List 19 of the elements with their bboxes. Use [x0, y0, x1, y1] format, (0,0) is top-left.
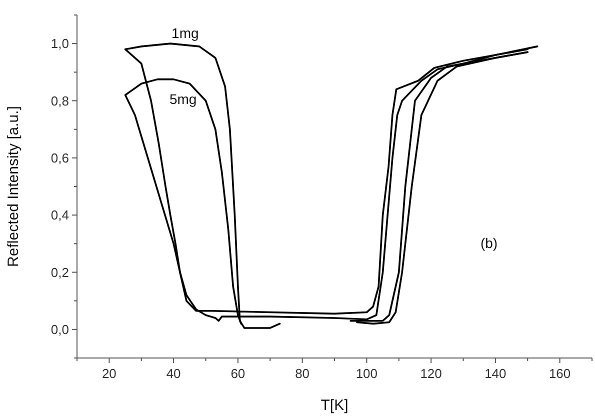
y-tick-label: 0,4 — [50, 208, 69, 223]
x-tick-label: 20 — [102, 366, 116, 381]
x-tick-label: 140 — [484, 366, 506, 381]
x-tick-label: 40 — [166, 366, 181, 381]
y-tick-label: 0,6 — [50, 150, 69, 166]
x-tick-label: 120 — [420, 366, 442, 381]
y-tick-label: 1,0 — [50, 36, 69, 52]
annotation: 1mg — [172, 24, 199, 41]
x-axis-title: T[K] — [320, 397, 348, 414]
x-tick-label: 80 — [295, 366, 310, 381]
y-axis-title: Reflected Intensity [a.u.] — [5, 106, 22, 267]
y-tick-label: 0,2 — [50, 264, 69, 280]
x-tick-label: 100 — [356, 366, 378, 381]
x-tick-label: 160 — [548, 366, 571, 381]
y-tick-label: 0,0 — [50, 322, 69, 337]
annotation: (b) — [480, 235, 498, 252]
y-tick-label: 0,8 — [50, 93, 69, 108]
x-tick-label: 60 — [230, 366, 246, 381]
annotation: 5mg — [169, 91, 197, 108]
